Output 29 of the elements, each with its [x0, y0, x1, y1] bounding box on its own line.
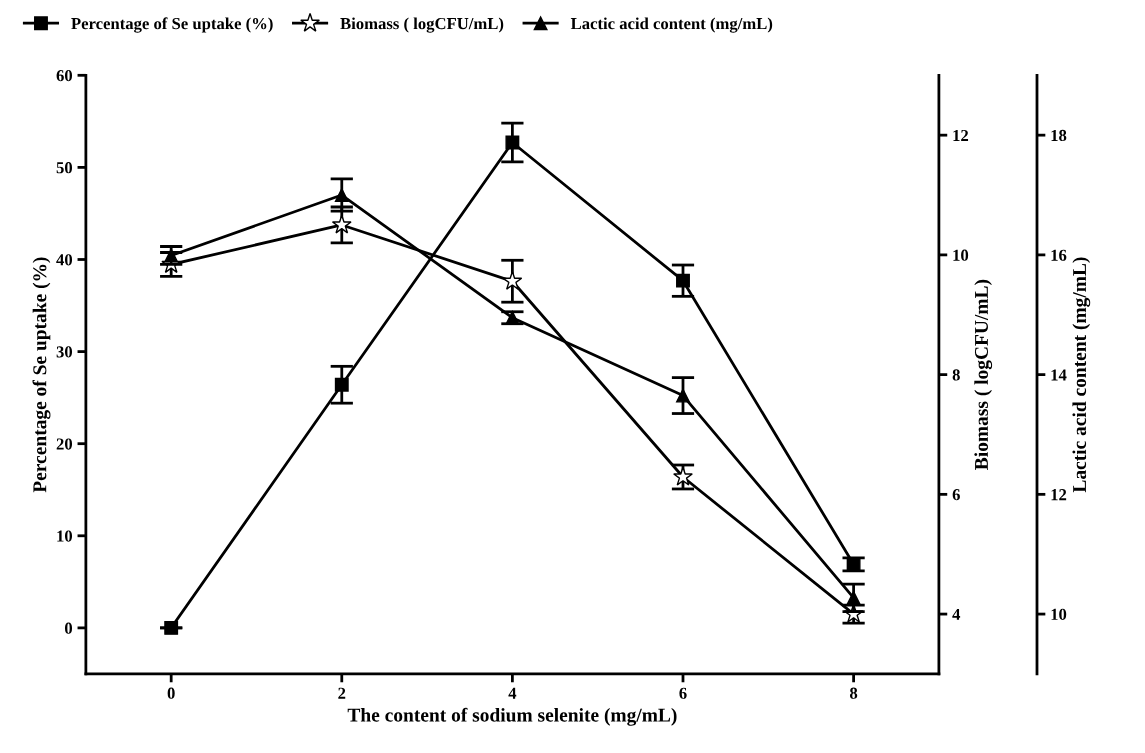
y-tick-label: 40	[56, 254, 73, 266]
y3-tick-label: 18	[1051, 129, 1067, 142]
y3-tick-label: 12	[1051, 489, 1067, 501]
x-tick-label: 8	[849, 687, 858, 699]
y-tick-label: 10	[57, 530, 73, 542]
y2-tick-label: 10	[953, 249, 969, 261]
y-tick-label: 30	[56, 346, 73, 358]
y-tick-label: 50	[56, 162, 73, 174]
y2-axis-title: Biomass ( logCFU/mL)	[974, 279, 993, 470]
y-axis-title: Percentage of Se uptake (%)	[32, 257, 51, 493]
y-tick-label: 0	[64, 622, 73, 634]
y2-tick-label: 8	[952, 369, 960, 381]
x-tick-label: 6	[679, 687, 687, 699]
legend-label: Biomass ( logCFU/mL)	[340, 17, 504, 33]
x-tick-label: 2	[338, 687, 346, 699]
x-tick-label: 4	[508, 687, 517, 699]
x-axis-title: The content of sodium selenite (mg/mL)	[347, 707, 677, 726]
y3-tick-label: 10	[1051, 608, 1067, 621]
legend-label: Lactic acid content (mg/mL)	[570, 17, 773, 33]
y3-axis-title: Lactic acid content (mg/mL)	[1072, 257, 1091, 493]
x-tick-label: 0	[167, 687, 175, 699]
legend-label: Percentage of Se uptake (%)	[71, 17, 273, 33]
y-tick-label: 60	[56, 70, 73, 82]
y3-tick-label: 14	[1051, 369, 1067, 381]
y2-tick-label: 12	[953, 129, 969, 141]
y-tick-label: 20	[56, 438, 73, 450]
y3-tick-label: 16	[1051, 249, 1067, 261]
y2-tick-label: 6	[952, 489, 960, 501]
y2-tick-label: 4	[952, 608, 961, 620]
